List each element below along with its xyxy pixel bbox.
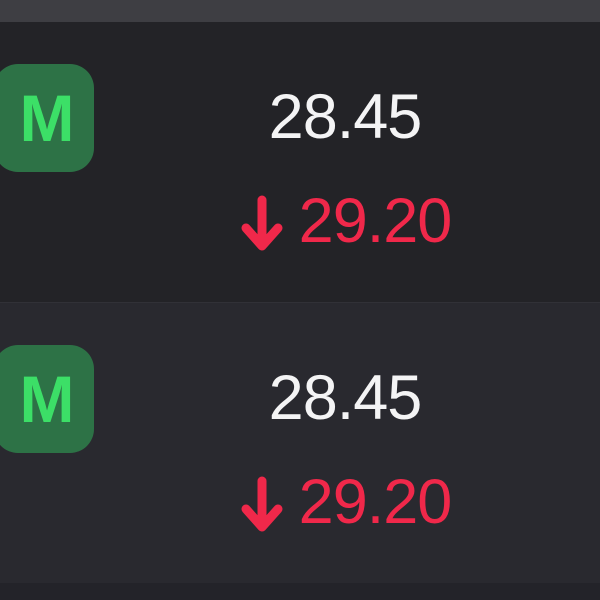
down-arrow-icon <box>241 195 283 251</box>
bottom-divider-bar <box>0 583 600 600</box>
previous-odds-value: 29.20 <box>298 185 453 256</box>
down-arrow-icon <box>241 476 283 532</box>
odds-row[interactable]: M 28.45 29.20 <box>0 22 600 302</box>
current-odds-value: 28.45 <box>268 363 423 433</box>
market-badge-label: M <box>19 362 75 436</box>
top-divider-bar <box>0 0 600 22</box>
market-badge-label: M <box>19 81 75 155</box>
market-badge: M <box>0 64 94 172</box>
previous-odds-value: 29.20 <box>298 466 453 537</box>
market-badge: M <box>0 345 94 453</box>
odds-movement: 29.20 <box>90 188 600 254</box>
odds-row[interactable]: M 28.45 29.20 <box>0 302 600 584</box>
odds-movement: 29.20 <box>90 469 600 535</box>
current-odds-value: 28.45 <box>268 82 423 152</box>
